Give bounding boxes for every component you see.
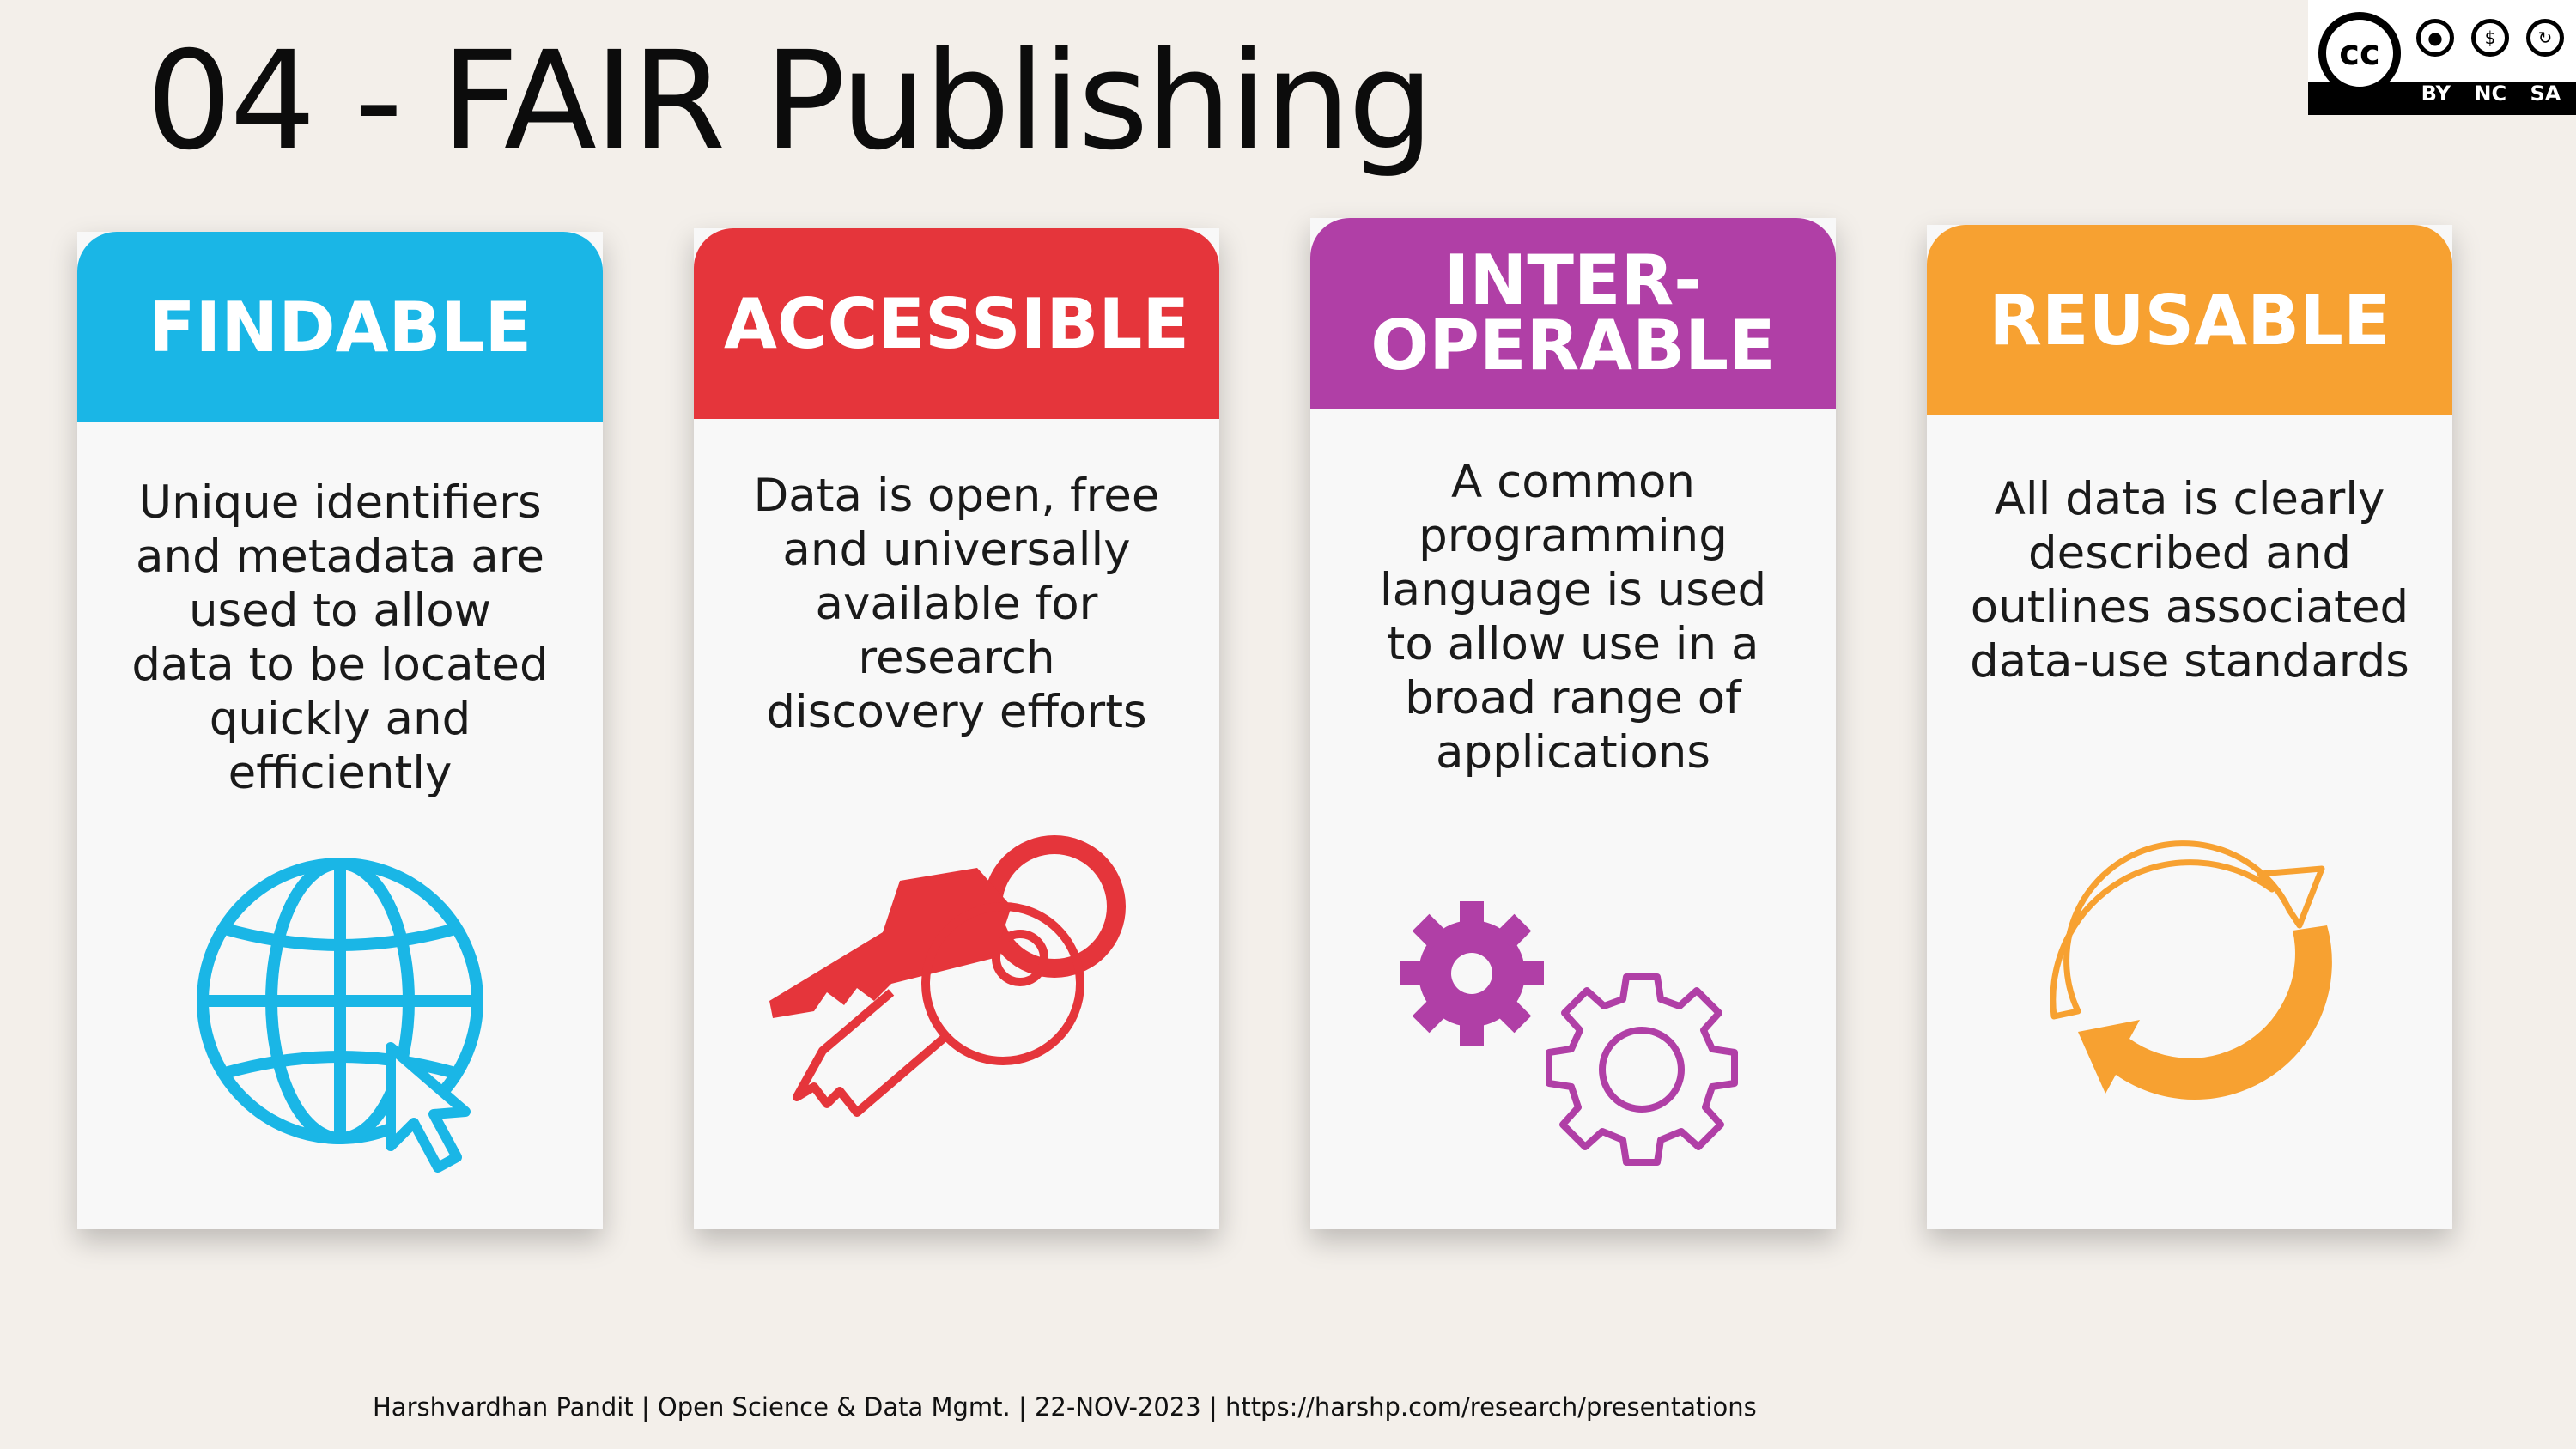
card-heading-accessible: ACCESSIBLE [694, 228, 1219, 419]
card-text-reusable: All data is clearly described and outlin… [1970, 473, 2409, 688]
cc-label-nc: NC [2474, 82, 2507, 106]
card-heading-reusable: REUSABLE [1927, 225, 2452, 415]
card-reusable: REUSABLE All data is clearly described a… [1927, 225, 2452, 1229]
card-heading-findable: FINDABLE [77, 232, 603, 422]
card-accessible: ACCESSIBLE Data is open, free and univer… [694, 228, 1219, 1229]
page-title: 04 - FAIR Publishing [146, 22, 1434, 180]
card-interoperable: INTER- OPERABLE A common programming lan… [1310, 218, 1836, 1229]
attribution-icon: ● [2416, 19, 2454, 57]
cc-label-by: BY [2421, 82, 2451, 106]
keys-icon [769, 835, 1126, 1117]
globe-cursor-icon [197, 858, 483, 1173]
card-findable: FINDABLE Unique identifiers and metadata… [77, 232, 603, 1229]
card-heading-interoperable: INTER- OPERABLE [1310, 218, 1836, 409]
cc-icon: cc [2318, 12, 2401, 94]
cc-icon-label: cc [2339, 33, 2380, 73]
cc-labels: BY NC SA [2409, 79, 2573, 108]
card-text-findable: Unique identifiers and metadata are used… [131, 476, 549, 799]
cycle-arrows-icon [2050, 840, 2332, 1100]
cc-license-badge: cc ● $ ↻ BY NC SA [2308, 0, 2576, 115]
gears-icon [1400, 901, 1738, 1166]
card-text-interoperable: A common programming language is used to… [1379, 456, 1767, 779]
card-text-accessible: Data is open, free and universally avail… [753, 470, 1160, 738]
sharealike-icon: ↻ [2526, 19, 2564, 57]
noncommercial-icon: $ [2471, 19, 2509, 57]
slide-footer: Harshvardhan Pandit | Open Science & Dat… [373, 1392, 1757, 1422]
cc-label-sa: SA [2530, 82, 2561, 106]
